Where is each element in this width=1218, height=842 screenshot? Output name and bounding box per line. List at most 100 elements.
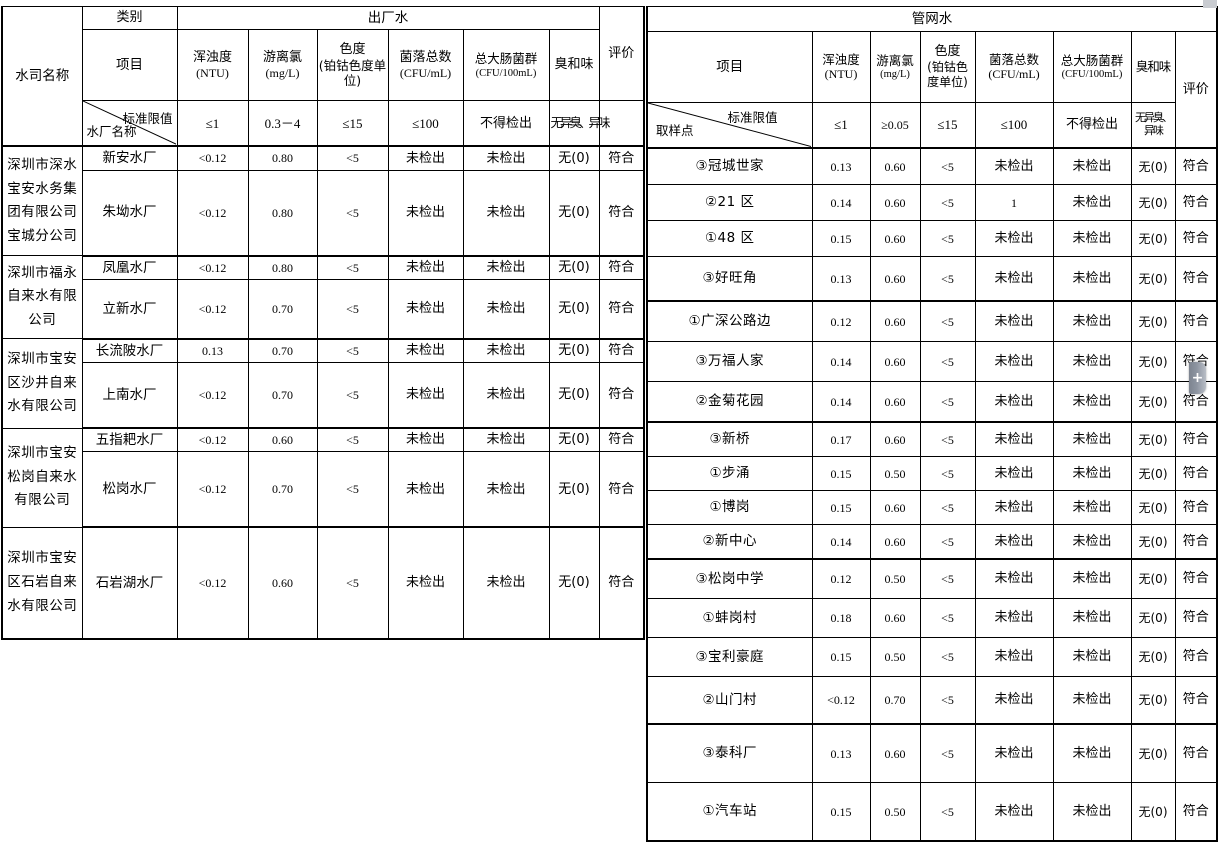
table-row: ②山门村 <0.12 0.70 <5 未检出 未检出 无(0) 符合 — [646, 676, 1218, 725]
add-button[interactable]: + — [1189, 362, 1206, 394]
value-free-chlorine: 0.60 — [869, 256, 921, 302]
value-turbidity: <0.12 — [811, 676, 871, 725]
value-colony-count: 未检出 — [974, 256, 1054, 302]
sampling-point: ③泰科厂 — [646, 723, 813, 783]
value-total-coliform: 未检出 — [1052, 490, 1132, 525]
plant-name: 上南水厂 — [81, 362, 178, 429]
value-odor-taste: 无(0) — [548, 362, 600, 429]
value-evaluation: 符合 — [598, 145, 645, 171]
plant-name: 石岩湖水厂 — [81, 526, 178, 640]
company-name: 深圳市福永自来水有限公司 — [1, 254, 83, 340]
value-evaluation: 符合 — [1174, 381, 1218, 423]
value-turbidity: 0.12 — [811, 558, 871, 599]
value-color: <5 — [316, 145, 389, 171]
col-header-total-coliform-name: 总大肠菌群 — [474, 50, 538, 66]
value-color: <5 — [919, 637, 976, 677]
diagonal-split-header-left: 标准限值 水厂名称 — [81, 100, 178, 147]
value-free-chlorine: 0.70 — [247, 451, 318, 529]
value-evaluation: 符合 — [1174, 220, 1218, 257]
table-row: 深圳市福永自来水有限公司 凤凰水厂 <0.12 0.80 <5 未检出 未检出 … — [1, 254, 645, 340]
col-header-odor-taste-name: 臭和味 — [554, 57, 594, 73]
col-header-colony-count: 菌落总数 (CFU/mL) — [387, 29, 464, 102]
value-evaluation: 符合 — [598, 526, 645, 640]
col-header-colony-count-unit: (CFU/mL) — [988, 67, 1040, 82]
plant-name: 五指耙水厂 — [81, 427, 178, 453]
value-odor-taste: 无(0) — [548, 278, 600, 340]
col-header-color-unit: (铂钴色度单位) — [318, 57, 387, 89]
plant-name: 长流陂水厂 — [81, 338, 178, 363]
col-header-colony-count-name: 菌落总数 — [988, 51, 1039, 67]
diagonal-line-icon — [82, 101, 177, 145]
col-header-total-coliform: 总大肠菌群 (CFU/100mL) — [1052, 31, 1132, 103]
value-turbidity: <0.12 — [176, 255, 249, 280]
header-parameter-row: 项目 浑浊度 (NTU) 游离氯 (mg/L) 色度 (铂钴色度单位) 菌落总数… — [2, 29, 644, 102]
table-row: 松岗水厂 <0.12 0.70 <5 未检出 未检出 无(0) 符合 — [2, 451, 645, 529]
table-row: ②新中心 0.14 0.60 <5 未检出 未检出 无(0) 符合 — [646, 524, 1218, 560]
value-odor-taste: 无(0) — [1130, 147, 1176, 185]
value-total-coliform: 未检出 — [1052, 598, 1132, 638]
value-colony-count: 未检出 — [974, 490, 1054, 525]
col-header-evaluation: 评价 — [1174, 31, 1218, 149]
value-free-chlorine: 0.80 — [247, 169, 318, 257]
value-total-coliform: 未检出 — [462, 145, 550, 171]
value-turbidity: 0.14 — [811, 381, 871, 423]
value-free-chlorine: 0.60 — [869, 220, 921, 257]
sampling-point: ①48 区 — [646, 220, 813, 257]
value-evaluation: 符合 — [598, 338, 645, 363]
value-turbidity: 0.17 — [811, 421, 871, 457]
col-header-odor-taste: 臭和味 — [1130, 31, 1176, 103]
value-color: <5 — [316, 427, 389, 453]
value-free-chlorine: 0.60 — [869, 147, 921, 185]
value-free-chlorine: 0.60 — [869, 723, 921, 783]
sampling-point: ③冠城世家 — [646, 147, 813, 185]
value-total-coliform: 未检出 — [462, 278, 550, 340]
limit-odor-taste-text: 无异臭、异味 — [1135, 111, 1173, 137]
value-free-chlorine: 0.60 — [869, 300, 921, 342]
scrollbar-thumb[interactable] — [1203, 0, 1217, 8]
value-colony-count: 未检出 — [974, 220, 1054, 257]
col-header-free-chlorine-unit: (mg/L) — [265, 65, 300, 80]
value-color: <5 — [316, 362, 389, 429]
table-row: ③宝利豪庭 0.15 0.50 <5 未检出 未检出 无(0) 符合 — [646, 637, 1218, 677]
table-row: ①步涌 0.15 0.50 <5 未检出 未检出 无(0) 符合 — [646, 456, 1218, 491]
col-header-color-name: 色度 — [339, 41, 366, 57]
value-free-chlorine: 0.60 — [869, 184, 921, 221]
diagonal-split-header-right: 标准限值 取样点 — [646, 102, 813, 149]
value-total-coliform: 未检出 — [1052, 184, 1132, 221]
value-total-coliform: 未检出 — [462, 427, 550, 453]
table-row: ①广深公路边 0.12 0.60 <5 未检出 未检出 无(0) 符合 — [646, 300, 1218, 342]
sampling-point: ②金菊花园 — [646, 381, 813, 423]
table-row: 深圳市宝安松岗自来水有限公司 五指耙水厂 <0.12 0.60 <5 未检出 未… — [1, 427, 645, 528]
value-color: <5 — [919, 598, 976, 638]
value-odor-taste: 无(0) — [1130, 782, 1176, 842]
value-colony-count: 未检出 — [974, 381, 1054, 423]
table-row: 深圳市宝安区沙井自来水有限公司 长流陂水厂 0.13 0.70 <5 未检出 未… — [1, 338, 645, 429]
value-free-chlorine: 0.60 — [869, 524, 921, 560]
label-standard-limit: 标准限值 — [727, 110, 778, 125]
value-evaluation: 符合 — [1174, 184, 1218, 221]
value-evaluation: 符合 — [1174, 598, 1218, 638]
value-colony-count: 未检出 — [387, 427, 464, 453]
table-row: ③万福人家 0.14 0.60 <5 未检出 未检出 无(0) 符合 — [646, 341, 1218, 382]
company-name: 深圳市宝安松岗自来水有限公司 — [1, 427, 83, 528]
value-colony-count: 未检出 — [387, 278, 464, 340]
limit-colony-count: ≤100 — [974, 102, 1054, 149]
col-header-turbidity: 浑浊度 (NTU) — [176, 29, 249, 102]
value-total-coliform: 未检出 — [1052, 723, 1132, 783]
value-colony-count: 未检出 — [974, 558, 1054, 599]
table-row: ③新桥 0.17 0.60 <5 未检出 未检出 无(0) 符合 — [646, 421, 1218, 457]
section-title-pipeline-water: 管网水 — [646, 6, 1218, 32]
value-evaluation: 符合 — [1174, 256, 1218, 302]
value-free-chlorine: 0.60 — [869, 421, 921, 457]
value-color: <5 — [919, 220, 976, 257]
value-color: <5 — [919, 147, 976, 185]
col-header-colony-count-name: 菌落总数 — [399, 49, 452, 65]
pipeline-water-table: 管网水 项目 浑浊度 (NTU) 游离氯 (mg/L) 色度 (铂钴色度单位) — [646, 6, 1218, 842]
value-odor-taste: 无(0) — [1130, 381, 1176, 423]
limit-total-coliform: 不得检出 — [462, 100, 550, 147]
value-color: <5 — [919, 723, 976, 783]
col-header-total-coliform-name: 总大肠菌群 — [1060, 52, 1124, 68]
value-evaluation: 符合 — [598, 427, 645, 453]
value-color: <5 — [316, 278, 389, 340]
value-colony-count: 1 — [974, 184, 1054, 221]
